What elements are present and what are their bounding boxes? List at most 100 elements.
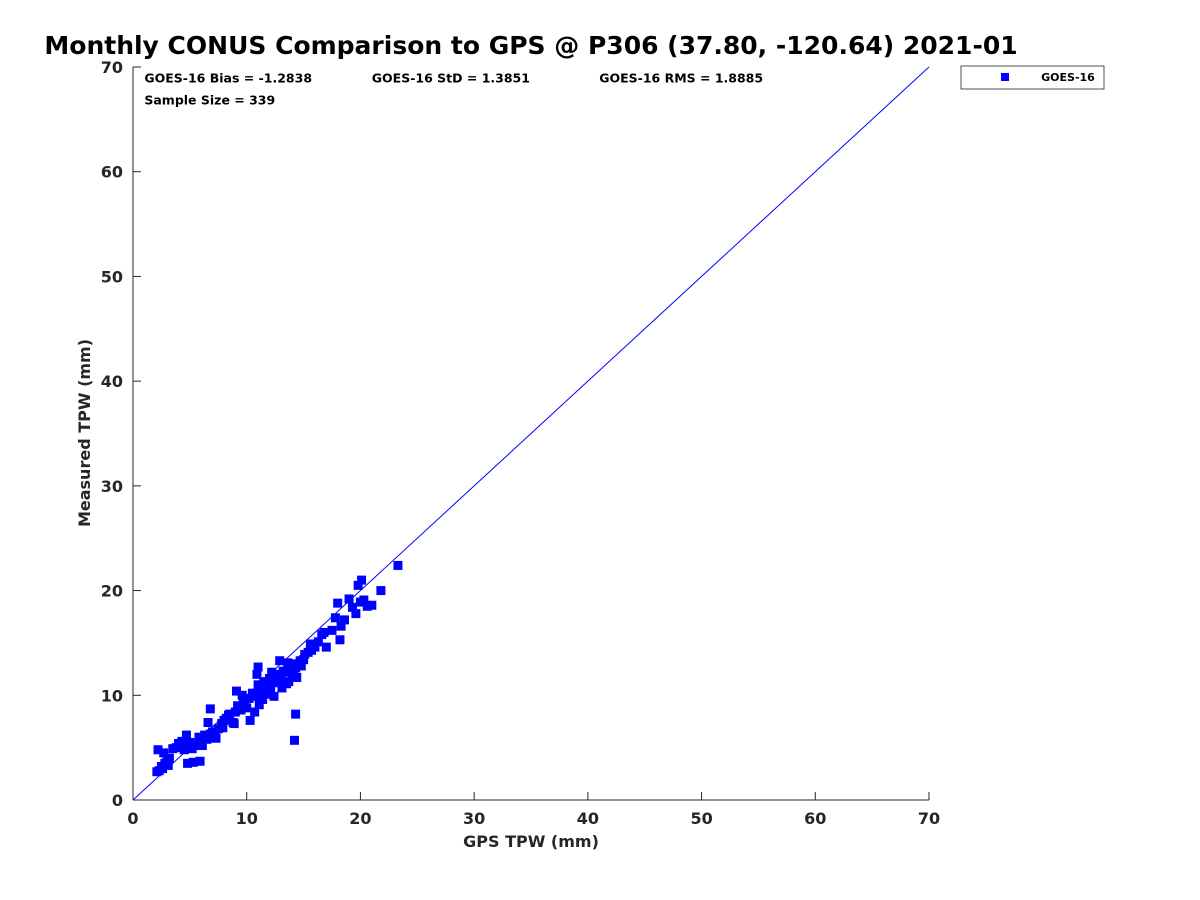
data-point <box>163 760 173 770</box>
data-point <box>292 672 302 682</box>
y-tick-label: 40 <box>101 372 123 391</box>
data-point <box>252 669 262 679</box>
data-point <box>203 718 213 728</box>
data-point <box>188 757 198 767</box>
data-point <box>333 598 343 608</box>
stats-annotation: Sample Size = 339 <box>144 93 275 108</box>
x-axis-label: GPS TPW (mm) <box>463 832 599 851</box>
data-point <box>353 580 363 590</box>
data-point <box>181 730 191 740</box>
y-tick-label: 30 <box>101 477 123 496</box>
data-point <box>319 627 329 637</box>
data-point <box>250 707 260 717</box>
data-point <box>330 613 340 623</box>
data-point <box>367 600 377 610</box>
data-point <box>158 764 168 774</box>
data-point <box>177 736 187 746</box>
data-point <box>321 642 331 652</box>
data-point <box>277 683 287 693</box>
data-point <box>245 715 255 725</box>
data-point <box>347 602 357 612</box>
y-axis-label: Measured TPW (mm) <box>75 339 94 527</box>
data-point <box>229 719 239 729</box>
data-point <box>208 727 218 737</box>
data-point <box>261 689 271 699</box>
data-point <box>185 737 195 747</box>
data-point <box>224 710 234 720</box>
data-point <box>183 758 193 768</box>
data-point <box>376 586 386 596</box>
data-point <box>296 661 306 671</box>
legend-box <box>960 65 1105 90</box>
data-point <box>335 635 345 645</box>
data-point <box>197 741 207 751</box>
data-point <box>280 667 290 677</box>
data-point <box>253 662 263 672</box>
data-point <box>253 680 263 690</box>
data-point <box>191 741 201 751</box>
data-point <box>362 601 372 611</box>
data-point <box>234 702 244 712</box>
data-point <box>268 678 278 688</box>
data-point <box>195 756 205 766</box>
axes: 0 10 20 30 40 50 60 70 0 10 20 30 40 50 60 70 <box>101 58 940 828</box>
legend-marker <box>1001 73 1009 81</box>
data-point <box>351 609 361 619</box>
data-point <box>340 615 350 625</box>
data-point <box>327 625 337 635</box>
stats-annotations: GOES-16 Bias = -1.2838 GOES-16 StD = 1.38… <box>144 71 763 108</box>
data-point <box>336 621 346 631</box>
data-point <box>258 694 268 704</box>
data-point <box>242 703 252 713</box>
legend-entry-goes16: GOES-16 <box>1041 71 1095 84</box>
y-tick-label: 10 <box>101 686 123 705</box>
data-point <box>305 639 315 649</box>
data-point <box>254 700 264 710</box>
x-tick-label: 50 <box>690 809 712 828</box>
data-point <box>310 642 320 652</box>
y-tick-label: 0 <box>112 791 123 810</box>
data-point <box>288 665 298 675</box>
data-point <box>159 748 169 758</box>
data-point <box>269 691 279 701</box>
data-point <box>295 656 305 666</box>
y-tick-label: 60 <box>101 163 123 182</box>
data-point <box>259 677 269 687</box>
stats-annotation: GOES-16 StD = 1.3851 <box>372 71 530 86</box>
data-point <box>267 667 277 677</box>
data-point <box>291 709 301 719</box>
x-tick-label: 70 <box>918 809 940 828</box>
data-point <box>238 697 248 707</box>
x-tick-label: 10 <box>236 809 258 828</box>
data-point <box>272 676 282 686</box>
data-point <box>251 691 261 701</box>
data-point <box>230 707 240 717</box>
data-point <box>211 733 221 743</box>
data-point <box>202 734 212 744</box>
data-point <box>275 656 285 666</box>
data-point <box>289 735 299 745</box>
x-tick-label: 40 <box>577 809 599 828</box>
x-tick-label: 30 <box>463 809 485 828</box>
x-tick-label: 20 <box>349 809 371 828</box>
data-point <box>255 686 265 696</box>
data-point <box>359 595 369 605</box>
stats-annotation: GOES-16 Bias = -1.2838 <box>144 71 312 86</box>
x-tick-label: 0 <box>127 809 138 828</box>
data-point <box>393 560 403 570</box>
data-point <box>344 594 354 604</box>
data-point <box>213 724 223 734</box>
data-points-layer <box>152 560 403 777</box>
data-point <box>218 723 228 733</box>
data-point <box>286 659 296 669</box>
data-point <box>205 704 215 714</box>
data-point <box>287 671 297 681</box>
y-tick-label: 50 <box>101 267 123 286</box>
y-tick-label: 20 <box>101 582 123 601</box>
data-point <box>266 685 276 695</box>
x-tick-label: 60 <box>804 809 826 828</box>
legend: GOES-16 <box>960 65 1105 90</box>
data-point <box>357 575 367 585</box>
data-point <box>284 677 294 687</box>
